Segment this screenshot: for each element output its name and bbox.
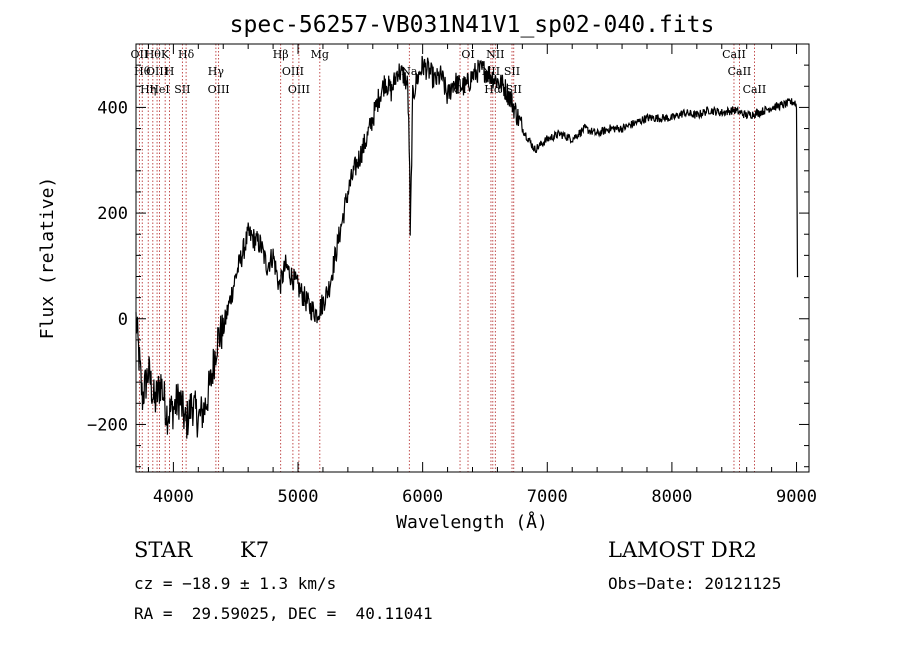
line-label: OIII [282,65,304,78]
x-tick-label: 4000 [153,487,194,507]
y-tick-label: 0 [118,310,128,330]
redshift-cz: cz = −18.9 ± 1.3 km/s [134,574,337,593]
line-label: Hη [140,83,156,96]
line-label: H [165,65,175,78]
line-label: OIII [146,65,168,78]
y-axis-label: Flux (relative) [37,177,58,340]
x-tick-label: 6000 [402,487,443,507]
x-axis-label: Wavelength (Å) [396,511,548,533]
emission-line-markers [138,44,755,472]
object-class: STAR [134,538,193,562]
line-label: OI [461,48,474,61]
x-tick-label: 5000 [278,487,319,507]
y-tick-label: 400 [97,98,128,118]
survey-name: LAMOST DR2 [608,538,757,562]
object-subclass: K7 [240,538,270,562]
line-label: HeI [149,83,169,96]
ra-dec: RA = 29.59025, DEC = 40.11041 [134,604,433,623]
line-label: SII [504,65,520,78]
y-tick-label: 200 [97,204,128,224]
y-tick-label: −200 [87,415,128,435]
line-label: CaII [743,83,767,96]
line-label: OIII [288,83,310,96]
line-label: Hθ [145,48,162,61]
line-label: CaII [728,65,752,78]
x-tick-label: 7000 [527,487,568,507]
line-label: Hδ [178,48,195,61]
line-label: K [161,48,170,61]
spectrum-line [135,55,799,439]
line-label: OIII [208,83,230,96]
line-label: OII [131,48,149,61]
line-label: NII [486,48,504,61]
chart-title: spec-56257-VB031N41V1_sp02-040.fits [230,12,715,38]
line-label: Hβ [273,48,289,61]
line-label: Hθ [134,65,151,78]
line-label: SII [174,83,190,96]
line-label: Hγ [208,65,225,78]
line-label: Mg [311,48,329,61]
observation-date: Obs−Date: 20121125 [608,574,782,593]
line-label: CaII [722,48,746,61]
x-tick-label: 9000 [776,487,817,507]
x-axis-ticks: 4000 5000 6000 7000 8000 9000 [147,44,817,507]
y-axis-ticks: −200 0 200 400 [87,64,809,468]
x-tick-label: 8000 [651,487,692,507]
